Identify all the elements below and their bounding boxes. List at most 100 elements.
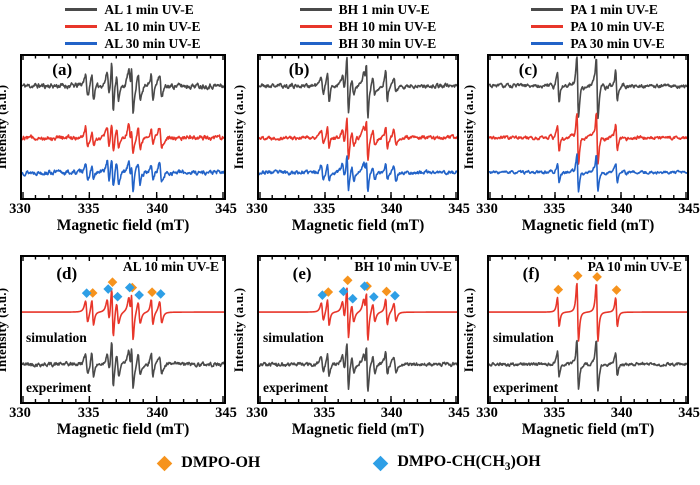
x-tick-label: 335 (313, 405, 336, 421)
panel-title-f: PA 10 min UV-E (587, 259, 682, 274)
legend-label: BH 1 min UV-E (338, 1, 430, 17)
legend-label: AL 30 min UV-E (104, 35, 201, 51)
x-tick-label: 340 (146, 201, 169, 217)
y-axis-label: Intensity (a.u.) (231, 84, 246, 170)
legend-panel-a: AL 1 min UV-E AL 10 min UV-E AL 30 min U… (20, 1, 226, 53)
panel-letter-f: (f) (522, 264, 540, 283)
panel-title-d: AL 10 min UV-E (122, 259, 219, 274)
x-tick-label: 330 (9, 201, 31, 217)
x-tick-label: 335 (543, 405, 566, 421)
panel-e: Intensity (a.u.) (e) BH 10 min UV-E simu… (231, 255, 470, 438)
x-tick-label: 340 (610, 405, 633, 421)
x-tick-label: 335 (77, 201, 100, 217)
x-tick-label: 345 (215, 405, 237, 421)
y-axis-label: Intensity (a.u.) (461, 287, 476, 372)
plot-area-c: (c) (487, 54, 689, 200)
legend-label: PA 10 min UV-E (570, 18, 665, 34)
x-tick-label: 340 (380, 405, 403, 421)
x-tick-label: 330 (476, 405, 498, 421)
x-axis-ticks: 330 335 340 345 (476, 200, 700, 217)
legend-item: PA 10 min UV-E (531, 18, 665, 35)
panel-b: Intensity (a.u.) (b) 330 335 340 345 Magnet… (231, 54, 470, 234)
legend-label: BH 10 min UV-E (338, 18, 437, 34)
simulation-label: simulation (493, 329, 554, 345)
blue-diamond-icon (373, 455, 389, 471)
legend-line-gray (531, 8, 564, 11)
legend-item: BH 10 min UV-E (299, 18, 437, 35)
experiment-label: experiment (26, 380, 92, 396)
plot-area-d: (d) AL 10 min UV-E simulation experiment (20, 255, 226, 404)
simulation-label: simulation (26, 329, 87, 345)
legend-item: BH 30 min UV-E (299, 35, 437, 52)
legend-item: AL 1 min UV-E (65, 1, 200, 18)
x-tick-label: 345 (678, 405, 700, 421)
legend-line-gray (65, 8, 98, 11)
spectra-canvas-e (259, 257, 457, 402)
legend-item: PA 1 min UV-E (531, 1, 664, 18)
x-tick-label: 330 (246, 201, 268, 217)
legend-item: AL 10 min UV-E (65, 18, 201, 35)
x-tick-label: 340 (146, 405, 169, 421)
x-axis-label: Magnetic field (mT) (56, 421, 190, 438)
legend-line-gray (299, 8, 332, 11)
panel-f: Intensity (a.u.) (f) PA 10 min UV-E simu… (461, 255, 700, 438)
x-tick-label: 340 (380, 201, 403, 217)
y-axis-label: Intensity (a.u.) (231, 287, 246, 372)
experiment-label: experiment (493, 380, 559, 396)
plot-area-b: (b) (257, 54, 459, 200)
legend-label: AL 1 min UV-E (104, 1, 194, 17)
legend-line-red (531, 25, 564, 28)
x-axis-ticks: 330 335 340 345 (476, 404, 700, 421)
x-tick-label: 330 (476, 201, 498, 217)
x-axis-label: Magnetic field (mT) (521, 421, 655, 438)
legend-line-blue (299, 42, 332, 45)
x-axis-label: Magnetic field (mT) (56, 217, 190, 234)
y-axis-label: Intensity (a.u.) (461, 84, 476, 170)
legend-item-dmpo-choh: DMPO-CH(CH3)OH (373, 453, 541, 474)
x-tick-label: 330 (246, 405, 268, 421)
x-axis-ticks: 330 335 340 345 (9, 404, 237, 421)
x-axis-label: Magnetic field (mT) (521, 217, 655, 234)
orange-diamond-icon (157, 455, 173, 471)
legend-label-dmpo-choh: DMPO-CH(CH3)OH (397, 453, 541, 474)
legend-line-blue (65, 42, 98, 45)
legend-item: AL 30 min UV-E (65, 35, 201, 52)
x-axis-ticks: 330 335 340 345 (9, 200, 237, 217)
legend-line-red (299, 25, 332, 28)
spectra-canvas-a (22, 56, 224, 198)
x-tick-label: 345 (215, 201, 237, 217)
legend-panel-b: BH 1 min UV-E BH 10 min UV-E BH 30 min U… (257, 1, 459, 53)
panel-c: Intensity (a.u.) (c) 330 335 340 345 Magnet… (461, 54, 700, 234)
panel-a: Intensity (a.u.) (a) 330 335 340 345 Magnet… (0, 54, 237, 234)
x-axis-ticks: 330 335 340 345 (246, 200, 470, 217)
x-tick-label: 345 (448, 405, 470, 421)
spectra-canvas-b (259, 56, 457, 198)
legend-label-dmpo-oh: DMPO-OH (181, 454, 261, 472)
simulation-label: simulation (263, 329, 324, 345)
panel-title-e: BH 10 min UV-E (354, 259, 452, 274)
legend-panel-c: PA 1 min UV-E PA 10 min UV-E PA 30 min U… (487, 1, 689, 53)
plot-area-f: (f) PA 10 min UV-E simulation experiment (487, 255, 689, 404)
legend-label: PA 1 min UV-E (570, 1, 658, 17)
x-tick-label: 330 (9, 405, 31, 421)
panel-letter-d: (d) (56, 264, 78, 283)
plot-area-a: (a) (20, 54, 226, 200)
panel-letter-a: (a) (52, 60, 73, 79)
x-axis-ticks: 330 335 340 345 (246, 404, 470, 421)
x-tick-label: 335 (77, 405, 100, 421)
panel-letter-c: (c) (518, 60, 538, 79)
x-axis-label: Magnetic field (mT) (291, 421, 425, 438)
legend-line-blue (531, 42, 564, 45)
spectra-canvas-c (489, 56, 687, 198)
x-tick-label: 335 (543, 201, 566, 217)
legend-label: AL 10 min UV-E (104, 18, 201, 34)
panel-d: Intensity (a.u.) (d) AL 10 min UV-E simu… (0, 255, 237, 438)
legend-label: PA 30 min UV-E (570, 35, 665, 51)
legend-label: BH 30 min UV-E (338, 35, 437, 51)
panel-letter-e: (e) (292, 264, 312, 283)
figure-legend: DMPO-OH DMPO-CH(CH3)OH (0, 453, 700, 473)
legend-item: BH 1 min UV-E (299, 1, 437, 18)
panel-letter-b: (b) (288, 60, 310, 79)
spectra-canvas-f (489, 257, 687, 402)
legend-item-dmpo-oh: DMPO-OH (157, 454, 261, 472)
